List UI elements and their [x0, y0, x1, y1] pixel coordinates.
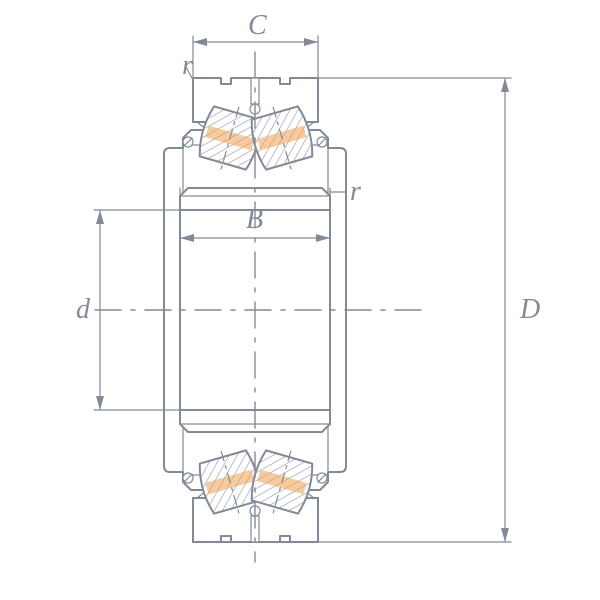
- dim-label-d: d: [76, 294, 91, 325]
- dim-label-B: B: [246, 204, 263, 235]
- dim-label-C: C: [248, 10, 267, 41]
- dim-label-claude_r-mid: r: [350, 176, 361, 207]
- dim-label-r-top: r: [182, 50, 193, 81]
- dim-label-D: D: [519, 294, 540, 325]
